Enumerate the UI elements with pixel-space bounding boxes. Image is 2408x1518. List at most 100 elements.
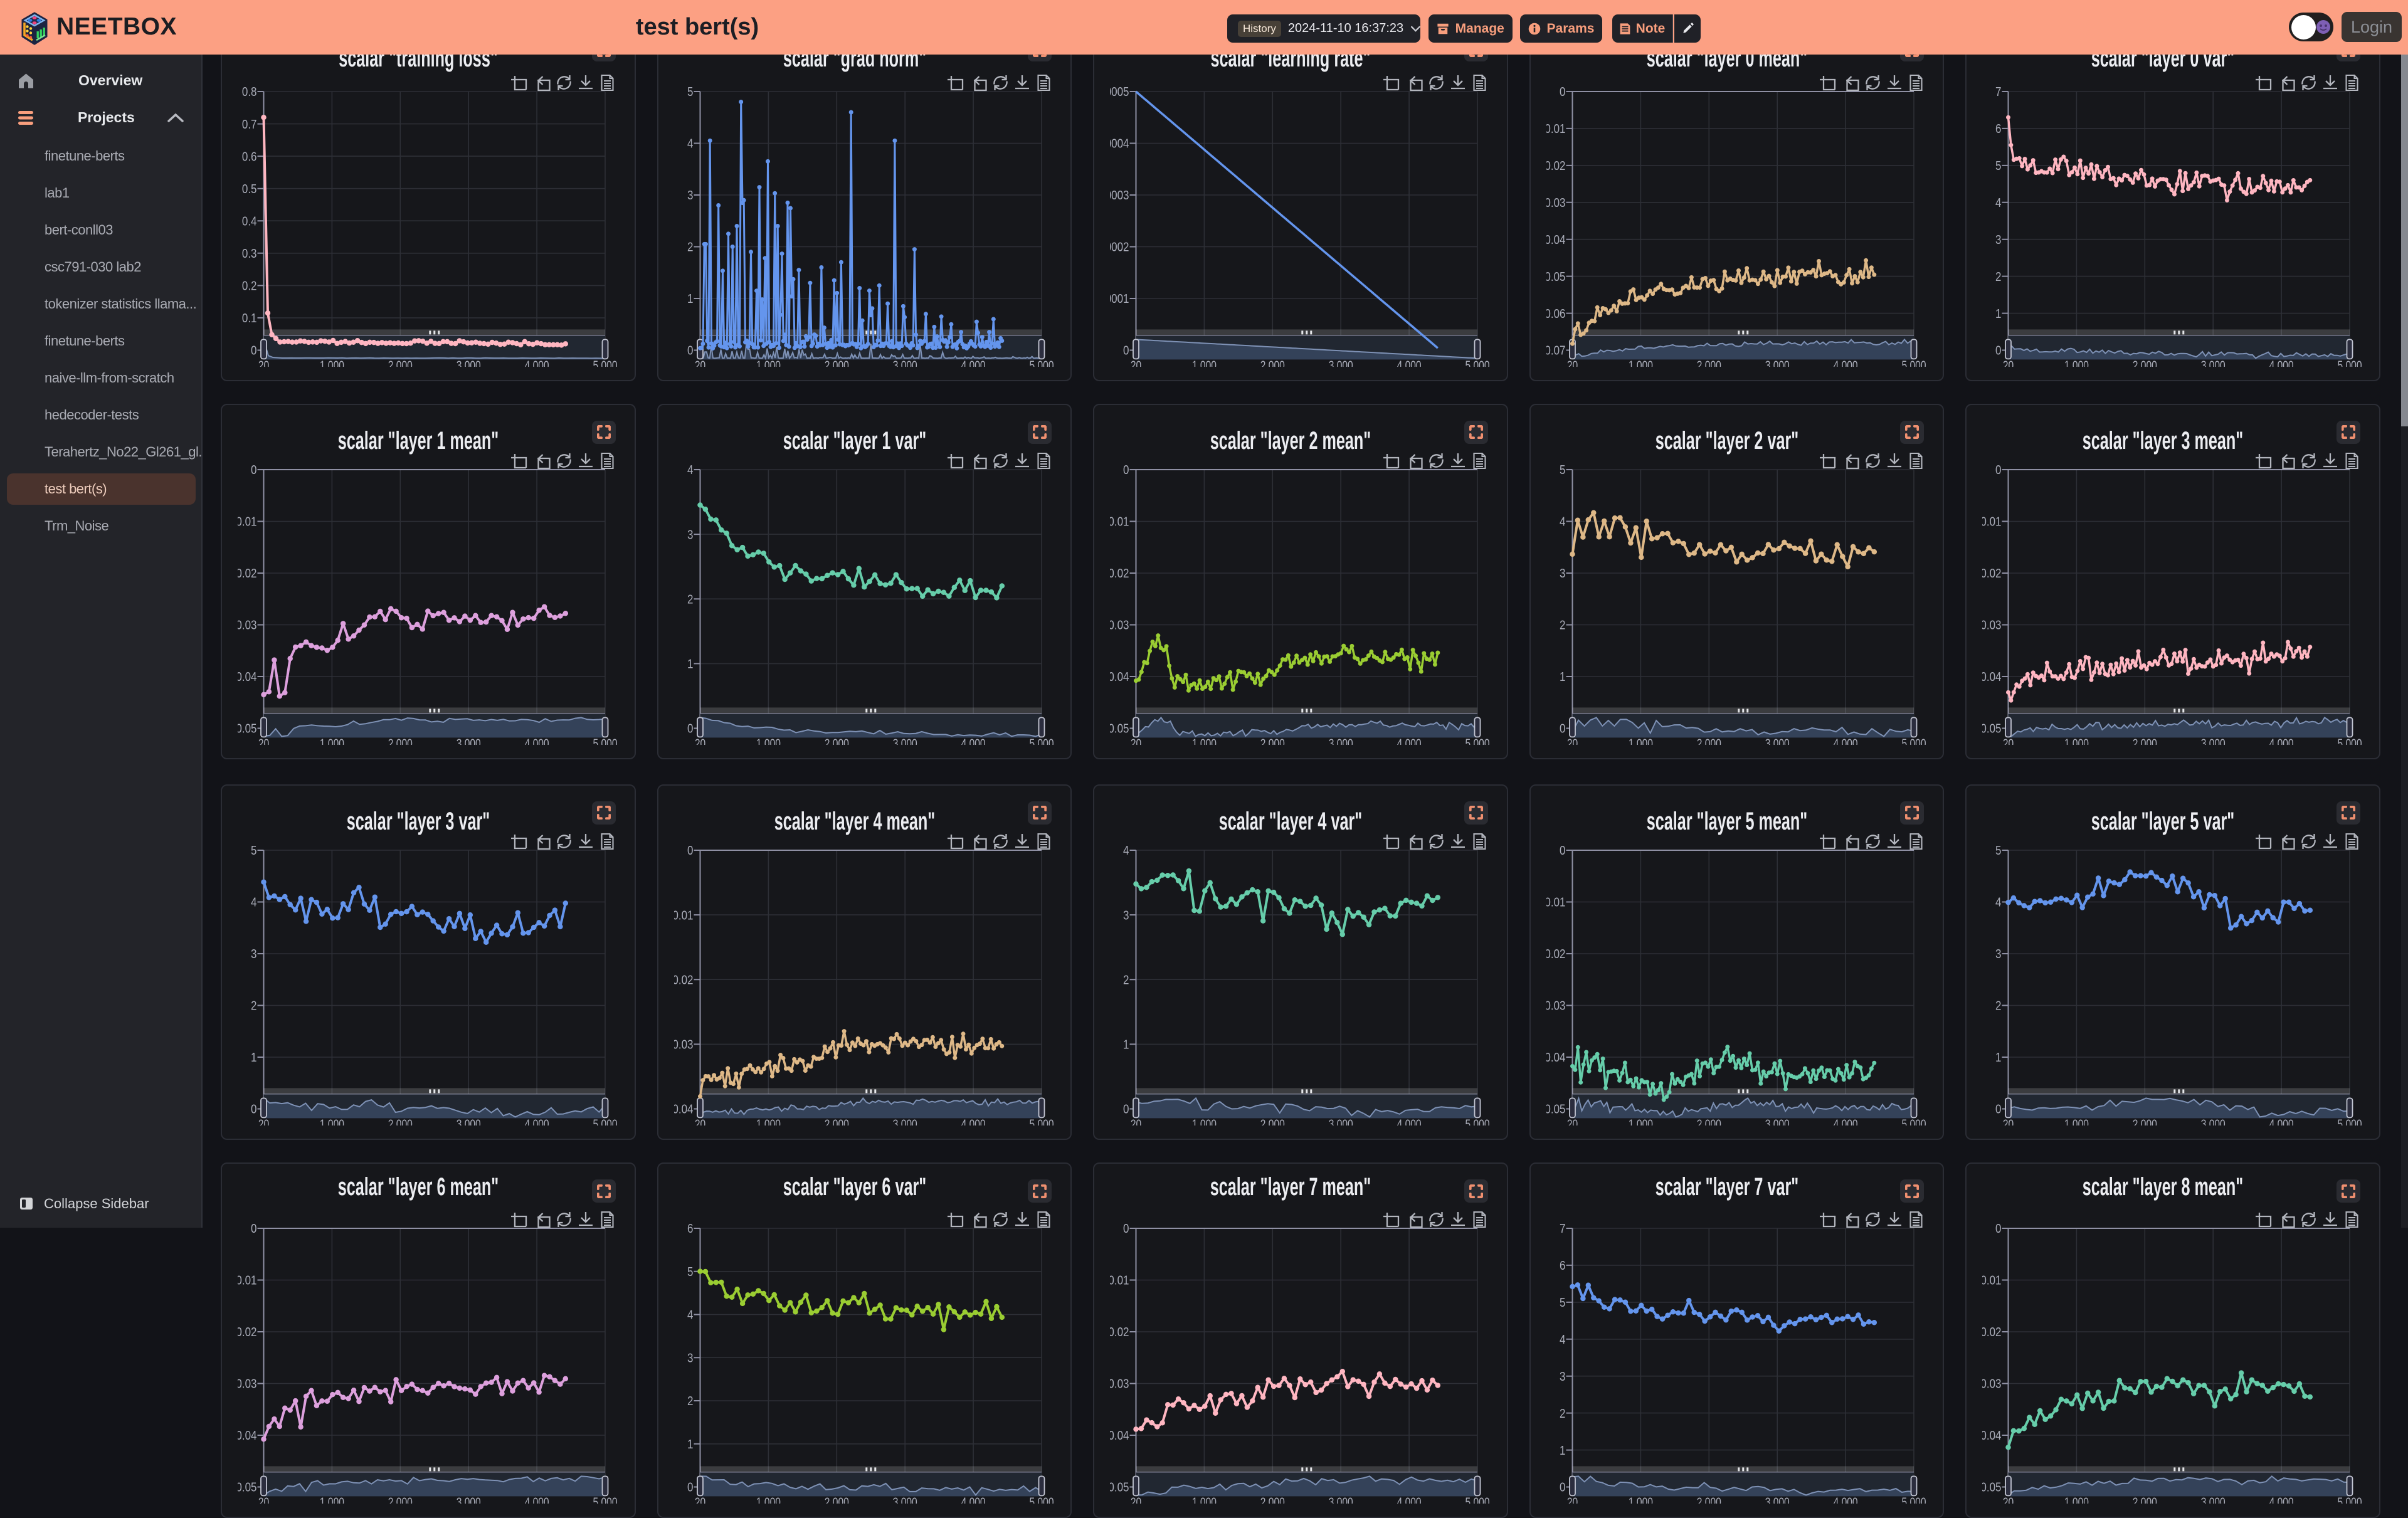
svg-text:3,000: 3,000 bbox=[1329, 1495, 1353, 1504]
svg-text:4,000: 4,000 bbox=[525, 1117, 549, 1125]
svg-text:0: 0 bbox=[251, 1221, 256, 1236]
svg-text:2,000: 2,000 bbox=[1696, 1495, 1721, 1504]
svg-text:20: 20 bbox=[1566, 359, 1577, 367]
svg-text:3,000: 3,000 bbox=[1329, 736, 1353, 744]
svg-text:2,000: 2,000 bbox=[388, 1495, 413, 1504]
svg-text:0: 0 bbox=[1995, 1102, 2001, 1116]
svg-text:-0.05: -0.05 bbox=[1546, 269, 1566, 283]
svg-text:5,000: 5,000 bbox=[593, 736, 617, 744]
svg-text:-0.04: -0.04 bbox=[1546, 1050, 1566, 1064]
svg-text:3: 3 bbox=[687, 527, 693, 541]
svg-text:20: 20 bbox=[1566, 736, 1577, 744]
svg-text:0.1: 0.1 bbox=[242, 311, 257, 325]
svg-text:2,000: 2,000 bbox=[2133, 1117, 2157, 1125]
svg-text:2,000: 2,000 bbox=[824, 736, 848, 744]
svg-text:20: 20 bbox=[2003, 1117, 2014, 1125]
svg-text:-0.02: -0.02 bbox=[1982, 1325, 2002, 1339]
svg-text:20: 20 bbox=[258, 1495, 269, 1504]
svg-text:4,000: 4,000 bbox=[525, 736, 549, 744]
svg-text:1: 1 bbox=[687, 1437, 693, 1452]
svg-text:4: 4 bbox=[687, 1307, 693, 1322]
svg-text:20: 20 bbox=[1131, 359, 1141, 367]
svg-text:-0.03: -0.03 bbox=[238, 618, 257, 632]
svg-text:4,000: 4,000 bbox=[525, 1495, 549, 1504]
svg-text:2: 2 bbox=[687, 592, 693, 606]
svg-text:4,000: 4,000 bbox=[1833, 736, 1857, 744]
svg-text:3: 3 bbox=[1123, 907, 1129, 922]
svg-text:0.3: 0.3 bbox=[242, 246, 257, 261]
svg-text:0.0001: 0.0001 bbox=[1110, 292, 1129, 306]
svg-text:3,000: 3,000 bbox=[1765, 736, 1789, 744]
svg-text:-0.02: -0.02 bbox=[674, 972, 694, 987]
svg-text:0: 0 bbox=[251, 1102, 256, 1116]
svg-text:2,000: 2,000 bbox=[2133, 359, 2157, 367]
svg-text:2,000: 2,000 bbox=[1260, 1117, 1285, 1125]
svg-text:2,000: 2,000 bbox=[1260, 1495, 1285, 1504]
svg-text:1,000: 1,000 bbox=[1192, 736, 1217, 744]
svg-text:4: 4 bbox=[251, 895, 256, 909]
svg-text:5,000: 5,000 bbox=[1901, 1495, 1926, 1504]
svg-text:5,000: 5,000 bbox=[593, 1117, 617, 1125]
svg-text:6: 6 bbox=[1995, 122, 2001, 136]
svg-text:4,000: 4,000 bbox=[1397, 736, 1422, 744]
svg-text:3: 3 bbox=[1995, 233, 2001, 247]
svg-text:-0.03: -0.03 bbox=[1110, 1376, 1129, 1391]
svg-text:4,000: 4,000 bbox=[961, 736, 985, 744]
svg-text:-0.01: -0.01 bbox=[1110, 1273, 1129, 1287]
svg-text:2,000: 2,000 bbox=[1696, 1117, 1721, 1125]
svg-text:4,000: 4,000 bbox=[2269, 1117, 2294, 1125]
svg-text:4,000: 4,000 bbox=[1833, 1117, 1857, 1125]
svg-text:-0.05: -0.05 bbox=[1110, 1480, 1129, 1494]
svg-text:-0.05: -0.05 bbox=[238, 1480, 257, 1494]
svg-text:-0.01: -0.01 bbox=[1546, 122, 1566, 136]
svg-text:-0.01: -0.01 bbox=[674, 907, 694, 922]
svg-text:20: 20 bbox=[258, 736, 269, 744]
svg-text:4: 4 bbox=[1560, 514, 1565, 529]
svg-text:1,000: 1,000 bbox=[2064, 1117, 2089, 1125]
svg-text:6: 6 bbox=[1560, 1258, 1565, 1273]
svg-text:-0.03: -0.03 bbox=[1546, 196, 1566, 210]
svg-text:3,000: 3,000 bbox=[892, 1495, 917, 1504]
svg-text:3,000: 3,000 bbox=[457, 1495, 481, 1504]
svg-text:0: 0 bbox=[1560, 1480, 1565, 1494]
svg-text:20: 20 bbox=[1131, 1495, 1141, 1504]
svg-text:2,000: 2,000 bbox=[824, 1117, 848, 1125]
svg-text:-0.03: -0.03 bbox=[238, 1376, 257, 1391]
svg-text:0: 0 bbox=[251, 462, 256, 477]
svg-text:2,000: 2,000 bbox=[1260, 736, 1285, 744]
svg-text:0.8: 0.8 bbox=[242, 85, 257, 99]
svg-text:5: 5 bbox=[1560, 462, 1565, 477]
svg-text:0: 0 bbox=[251, 343, 256, 357]
svg-text:-0.05: -0.05 bbox=[1982, 721, 2002, 735]
svg-text:0: 0 bbox=[687, 843, 693, 857]
svg-text:1,000: 1,000 bbox=[320, 1495, 344, 1504]
svg-text:3,000: 3,000 bbox=[457, 359, 481, 367]
svg-text:0.4: 0.4 bbox=[242, 214, 257, 228]
svg-text:-0.03: -0.03 bbox=[1982, 618, 2002, 632]
svg-text:2,000: 2,000 bbox=[824, 359, 848, 367]
svg-text:4: 4 bbox=[1995, 895, 2001, 909]
svg-text:0.2: 0.2 bbox=[242, 278, 257, 293]
svg-text:-0.04: -0.04 bbox=[1110, 1428, 1129, 1443]
svg-text:0.6: 0.6 bbox=[242, 149, 257, 164]
svg-text:-0.02: -0.02 bbox=[1546, 946, 1566, 961]
svg-text:2,000: 2,000 bbox=[2133, 1495, 2157, 1504]
svg-text:0: 0 bbox=[1123, 1102, 1129, 1116]
svg-text:-0.05: -0.05 bbox=[1546, 1102, 1566, 1116]
svg-text:2,000: 2,000 bbox=[1696, 736, 1721, 744]
svg-text:5,000: 5,000 bbox=[593, 359, 617, 367]
svg-text:4,000: 4,000 bbox=[961, 1495, 985, 1504]
svg-text:1,000: 1,000 bbox=[756, 736, 780, 744]
svg-text:1,000: 1,000 bbox=[1192, 359, 1217, 367]
svg-text:6: 6 bbox=[687, 1221, 693, 1236]
svg-text:1,000: 1,000 bbox=[756, 359, 780, 367]
svg-text:0: 0 bbox=[687, 1480, 693, 1494]
svg-text:0: 0 bbox=[1123, 1221, 1129, 1236]
svg-text:4,000: 4,000 bbox=[1833, 359, 1857, 367]
svg-text:0.5: 0.5 bbox=[242, 182, 257, 196]
svg-text:3,000: 3,000 bbox=[892, 736, 917, 744]
svg-text:1,000: 1,000 bbox=[1628, 736, 1652, 744]
svg-text:20: 20 bbox=[694, 1117, 705, 1125]
svg-text:3,000: 3,000 bbox=[2201, 736, 2226, 744]
